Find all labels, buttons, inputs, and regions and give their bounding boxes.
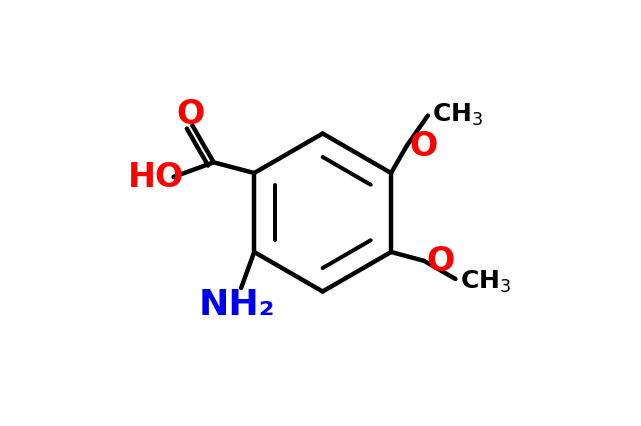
Text: O: O: [176, 98, 204, 131]
Text: CH$_3$: CH$_3$: [432, 101, 483, 127]
Text: HO: HO: [128, 161, 185, 194]
Text: O: O: [409, 130, 437, 162]
Text: O: O: [426, 245, 454, 278]
Text: NH₂: NH₂: [199, 288, 275, 322]
Text: CH$_3$: CH$_3$: [460, 268, 511, 294]
